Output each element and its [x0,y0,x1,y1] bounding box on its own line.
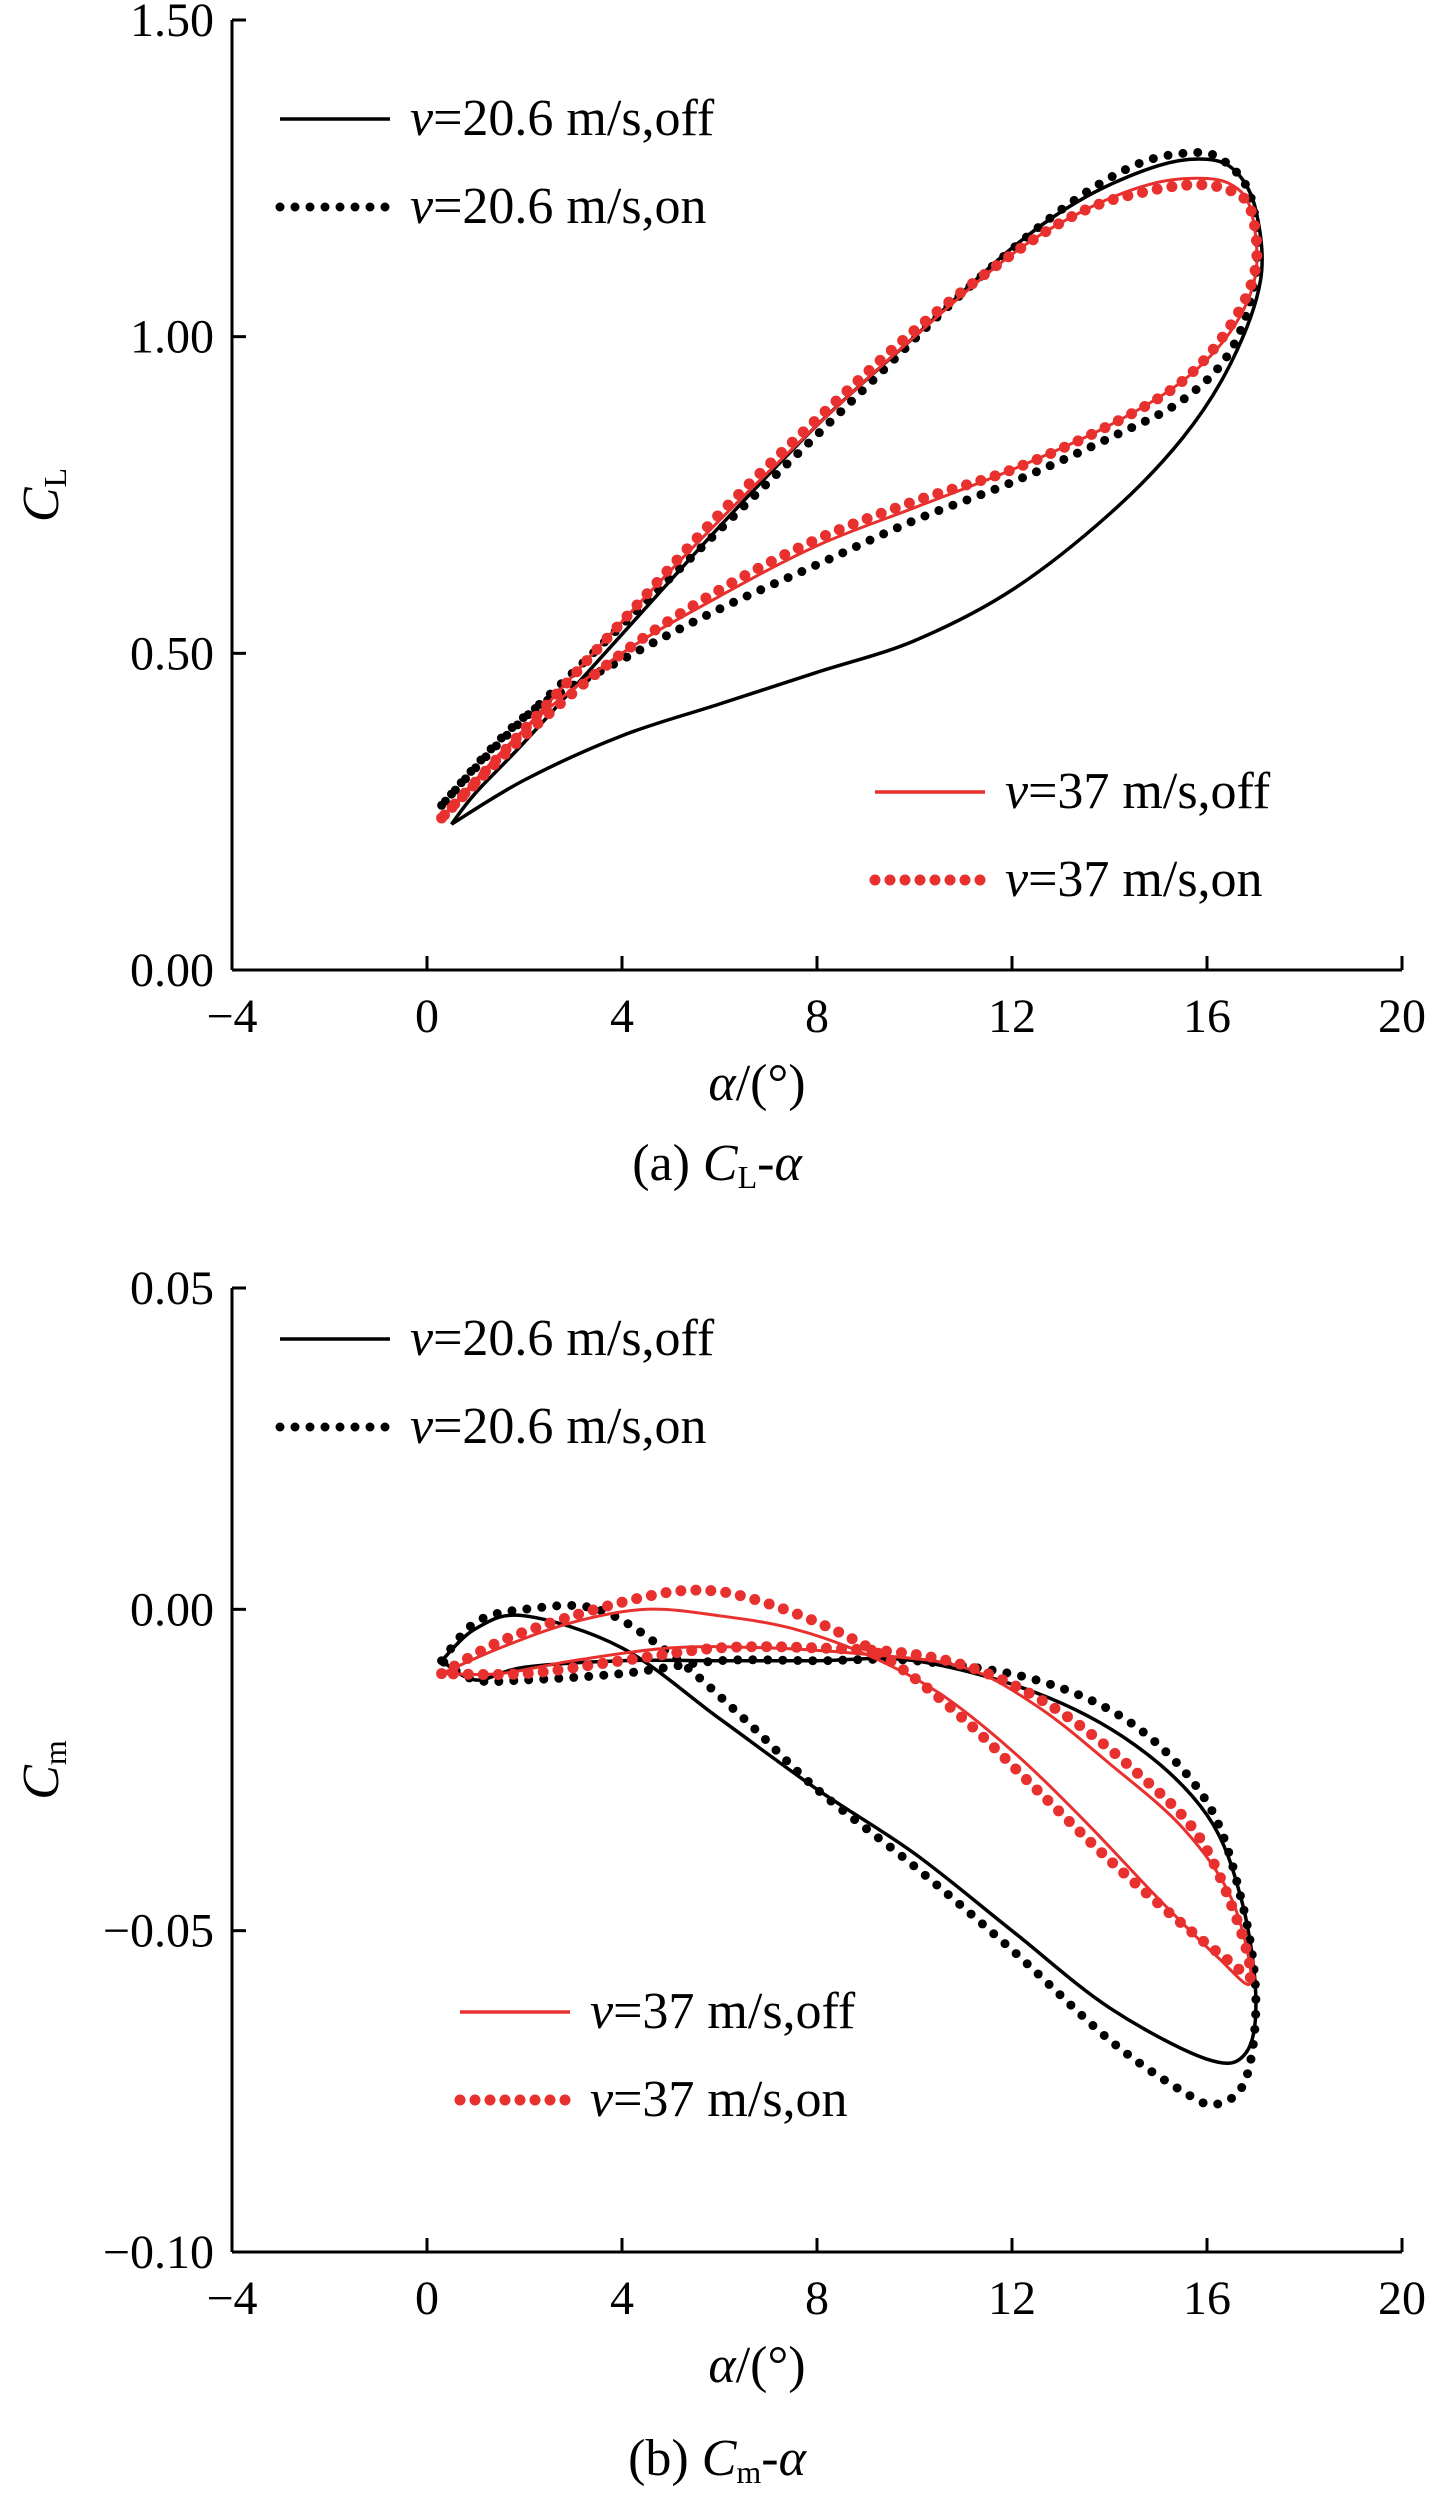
series-line-3 [436,179,1263,824]
legend-label: v=37 m/s,on [590,2071,848,2128]
series-line-1 [437,147,1262,810]
y-tick-label: 1.50 [130,0,214,47]
legend-label: v=20.6 m/s,off [410,90,715,147]
legend-label: v=37 m/s,off [1005,763,1271,820]
y-tick-label: 1.00 [130,311,214,364]
x-tick-label: 16 [1183,2272,1231,2325]
x-tick-label: 20 [1378,990,1426,1043]
x-tick-label: −4 [206,990,257,1043]
legend-upper: v=20.6 m/s,off v=20.6 m/s,on [275,1310,715,1455]
legend-label: v=37 m/s,on [1005,851,1263,908]
legend-label: v=20.6 m/s,on [410,1398,707,1455]
legend-lower: v=37 m/s,off v=37 m/s,on [869,763,1271,908]
series-line-0 [450,157,1264,826]
y-axis-title: CL [13,468,73,522]
x-tick-label: 12 [988,990,1036,1043]
legend-lower: v=37 m/s,off v=37 m/s,on [454,1983,856,2128]
legend-label: v=20.6 m/s,on [410,178,707,235]
series-line-2 [440,176,1259,820]
legend-upper: v=20.6 m/s,off v=20.6 m/s,on [275,90,715,235]
y-tick-label: 0.05 [130,1262,214,1315]
y-tick-label: −0.10 [103,2226,214,2279]
series-line-2 [440,1607,1253,1986]
x-tick-label: 8 [805,990,829,1043]
chart-panel-1: −4 0 4 8 12 16 20 −0.10 −0.05 0.00 0.05 α/(°) Cm v=20… [13,1262,1426,2490]
series-line-1 [437,1601,1261,2110]
x-tick-label: 4 [610,990,634,1043]
x-tick-label: 0 [415,990,439,1043]
y-axis-title: Cm [13,1740,73,1800]
figure-caption: (b) Cm-α [628,2430,808,2490]
x-tick-label: 8 [805,2272,829,2325]
x-tick-label: 20 [1378,2272,1426,2325]
figure-caption: (a) CL-α [632,1135,803,1195]
x-tick-label: −4 [206,2272,257,2325]
y-tick-label: −0.05 [103,1905,214,1958]
y-tick-label: 0.50 [130,627,214,680]
legend-label: v=20.6 m/s,off [410,1310,715,1367]
x-axis-title: α/(°) [708,1055,805,1112]
chart-panel-0: −4 0 4 8 12 16 20 0.00 0.50 1.00 1.50 α/(°) CL v=20.6… [13,0,1426,1195]
series-line-3 [436,1584,1257,1984]
x-tick-label: 16 [1183,990,1231,1043]
x-axis-title: α/(°) [708,2337,805,2394]
y-tick-label: 0.00 [130,1583,214,1636]
legend-label: v=37 m/s,off [590,1983,856,2040]
x-tick-label: 0 [415,2272,439,2325]
y-tick-label: 0.00 [130,944,214,997]
x-tick-label: 4 [610,2272,634,2325]
x-tick-label: 12 [988,2272,1036,2325]
